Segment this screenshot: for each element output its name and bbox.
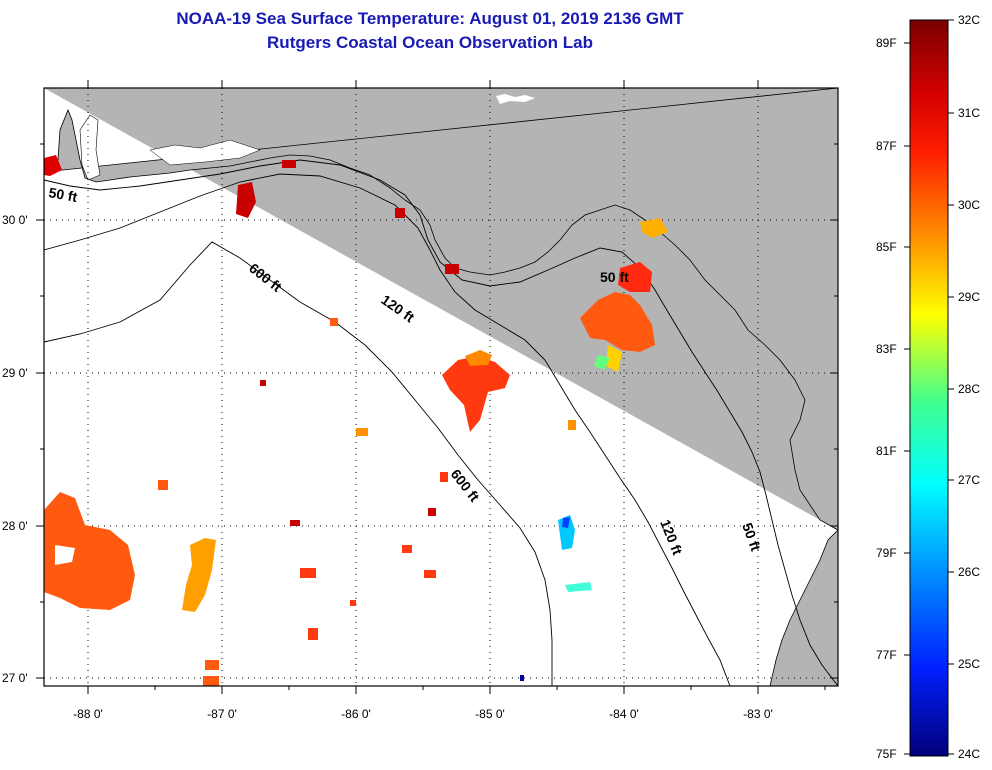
lon-label: -87 0' — [207, 707, 237, 721]
land-mass — [44, 88, 838, 686]
contour-120ft — [44, 173, 731, 686]
axis-ticks — [36, 80, 838, 694]
colorbar-f-label: 81F — [876, 444, 897, 458]
lon-label: -85 0' — [475, 707, 505, 721]
colorbar-f-label: 75F — [876, 747, 897, 761]
lon-label: -86 0' — [341, 707, 371, 721]
colorbar-f-label: 79F — [876, 546, 897, 560]
contour-600ft — [44, 241, 553, 686]
lon-label: -83 0' — [743, 707, 773, 721]
inland-lake — [496, 94, 535, 104]
lat-label: 27 0' — [2, 671, 28, 685]
colorbar-c-label: 27C — [958, 473, 980, 487]
coastal-sound — [149, 139, 261, 166]
colorbar-c-label: 31C — [958, 106, 980, 120]
mobile-bay — [79, 114, 101, 181]
colorbar — [909, 19, 949, 757]
colorbar-c-label: 24C — [958, 747, 980, 761]
lon-label: -88 0' — [73, 707, 103, 721]
colorbar-c-label: 30C — [958, 198, 980, 212]
map-title: NOAA-19 Sea Surface Temperature: August … — [176, 9, 684, 28]
contour-label: 50 ft — [47, 184, 78, 205]
lat-label: 29 0' — [2, 366, 28, 380]
colorbar-f-label: 77F — [876, 648, 897, 662]
colorbar-f-label: 87F — [876, 139, 897, 153]
contour-label: 50 ft — [600, 269, 629, 285]
map-subtitle: Rutgers Coastal Ocean Observation Lab — [267, 33, 593, 52]
colorbar-c-label: 28C — [958, 382, 980, 396]
lon-label: -84 0' — [609, 707, 639, 721]
colorbar-c-label: 26C — [958, 565, 980, 579]
colorbar-c-label: 25C — [958, 657, 980, 671]
lat-label: 28 0' — [2, 519, 28, 533]
map-border — [43, 87, 839, 687]
colorbar-f-label: 89F — [876, 36, 897, 50]
colorbar-f-label: 85F — [876, 240, 897, 254]
lat-label: 30 0' — [2, 213, 28, 227]
sst-patches — [44, 155, 668, 686]
colorbar-c-label: 32C — [958, 13, 980, 27]
colorbar-c-label: 29C — [958, 290, 980, 304]
colorbar-f-label: 83F — [876, 342, 897, 356]
colorbar-ticks — [904, 19, 954, 755]
